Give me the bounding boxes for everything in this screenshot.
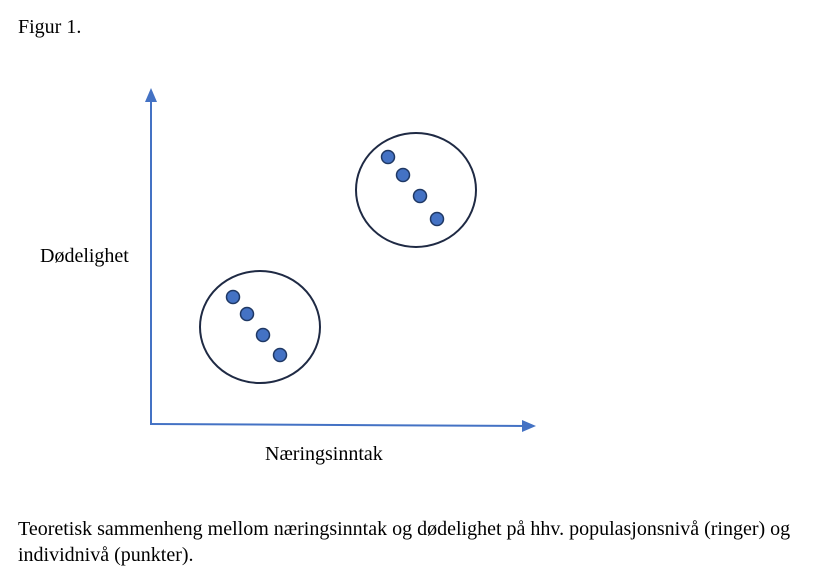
individual-point — [255, 327, 271, 343]
x-axis-arrow — [522, 420, 536, 432]
figure-caption: Teoretisk sammenheng mellom næringsinnta… — [18, 518, 791, 566]
population-ring — [355, 132, 477, 248]
population-ring — [199, 270, 321, 384]
x-axis-label: Næringsinntak — [265, 443, 383, 465]
individual-point — [225, 289, 241, 305]
figure-title: Figur 1. — [18, 16, 81, 38]
individual-point — [272, 347, 288, 363]
y-axis-label: Dødelighet — [40, 245, 129, 267]
individual-point — [395, 167, 411, 183]
individual-point — [239, 306, 255, 322]
individual-point — [429, 211, 445, 227]
individual-point — [380, 149, 396, 165]
y-axis-arrow — [145, 88, 157, 102]
individual-point — [412, 188, 428, 204]
x-axis — [149, 423, 527, 427]
